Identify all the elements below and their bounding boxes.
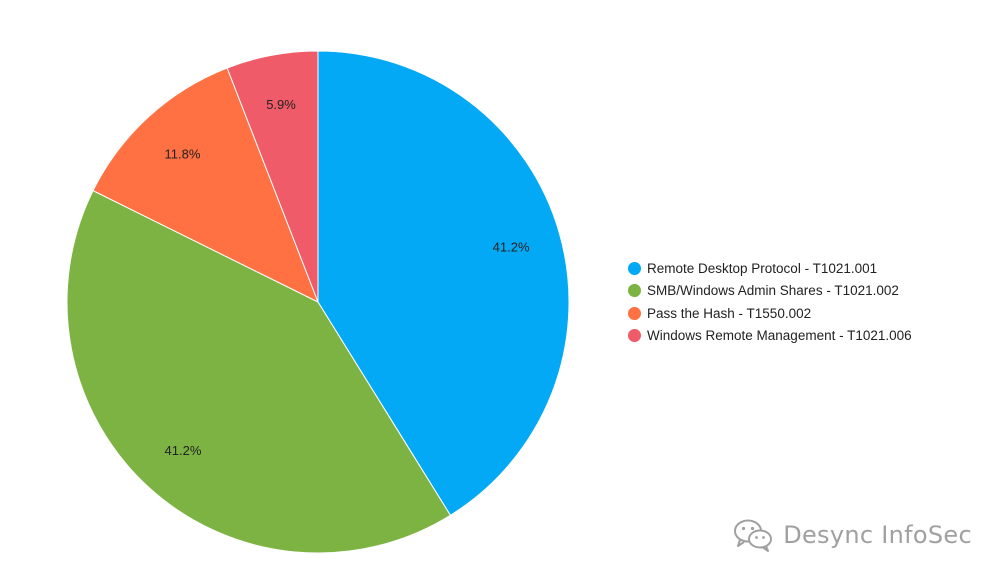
legend-label: Remote Desktop Protocol - T1021.001 xyxy=(647,260,878,276)
legend-swatch xyxy=(628,329,641,342)
legend-swatch xyxy=(628,261,641,275)
legend-swatch xyxy=(628,284,641,297)
pie-slice-3 xyxy=(92,67,319,304)
wechat-icon xyxy=(734,519,773,552)
legend-swatch xyxy=(628,306,641,320)
legend-label: Windows Remote Management - T1021.006 xyxy=(647,328,912,343)
pie-data-label-2: 41.2% xyxy=(165,443,202,458)
legend-item[interactable]: Windows Remote Management - T1021.006 xyxy=(628,327,912,345)
legend-item[interactable]: SMB/Windows Admin Shares - T1021.002 xyxy=(628,282,912,300)
legend-label: SMB/Windows Admin Shares - T1021.002 xyxy=(647,283,899,298)
pie-slices xyxy=(66,50,570,554)
legend-item[interactable]: Pass the Hash - T1550.002 xyxy=(628,304,912,322)
chart-legend: Remote Desktop Protocol - T1021.001 SMB/W… xyxy=(628,259,912,345)
pie-data-labels: 41.2% 41.2% 11.8% 5.9% xyxy=(165,97,530,458)
pie-slice-4 xyxy=(226,50,319,303)
legend-label: Pass the Hash - T1550.002 xyxy=(647,305,812,321)
pie-slice-2 xyxy=(66,189,452,554)
pie-data-label-3: 11.8% xyxy=(165,146,201,161)
pie-data-label-1: 41.2% xyxy=(493,239,530,254)
watermark-text: Desync InfoSec xyxy=(783,521,972,549)
legend-item[interactable]: Remote Desktop Protocol - T1021.001 xyxy=(628,259,912,277)
pie-slice-1 xyxy=(317,50,570,516)
watermark: Desync InfoSec xyxy=(733,518,972,552)
pie-data-label-4: 5.9% xyxy=(266,97,296,112)
